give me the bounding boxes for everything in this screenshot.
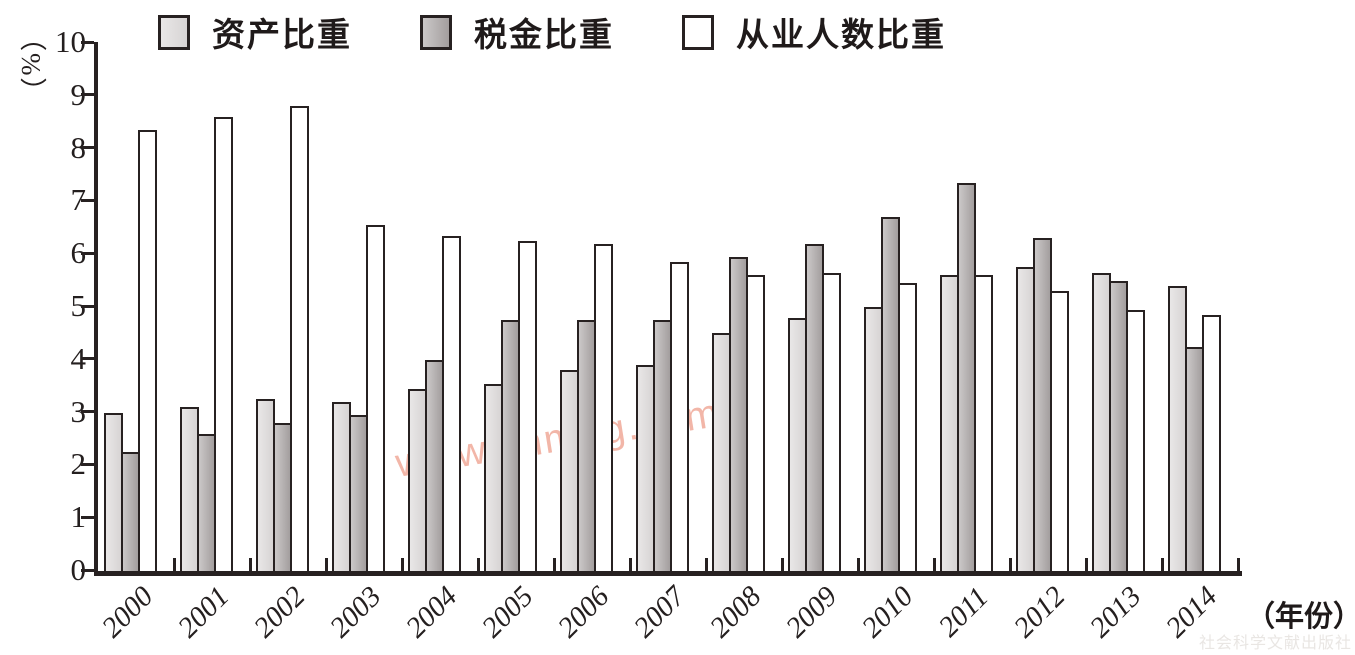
bar-2009-employment: [822, 273, 841, 571]
y-axis-tick: [81, 462, 94, 466]
x-axis-category-label-2002: 2002: [247, 580, 312, 644]
legend-label-employment: 从业人数比重: [736, 16, 946, 53]
x-axis-category-label-2007: 2007: [627, 580, 692, 644]
bar-group-2008: [706, 42, 782, 571]
x-axis-tick: [248, 558, 252, 571]
x-axis-category-label-2005: 2005: [475, 580, 540, 644]
y-axis-tick-label: 1: [70, 499, 87, 535]
x-axis-tick: [780, 558, 784, 571]
legend-item-employment: 从业人数比重: [682, 8, 946, 56]
x-axis-category-label-2011: 2011: [932, 581, 995, 644]
y-axis-tick-label: 8: [70, 129, 87, 165]
y-axis-tick-label: 9: [70, 76, 87, 112]
y-axis-tick-label: 6: [70, 235, 87, 271]
legend: 资产比重 税金比重 从业人数比重: [158, 8, 946, 56]
y-axis-tick: [81, 93, 94, 97]
bar-2012-employment: [1050, 291, 1069, 571]
y-axis-tick-label: 7: [70, 182, 87, 218]
publisher-watermark: 社会科学文献出版社: [1198, 635, 1352, 652]
x-axis-category-label-2013: 2013: [1083, 580, 1148, 644]
bar-2004-employment: [442, 236, 461, 571]
y-axis-tick-label: 0: [70, 552, 87, 587]
y-axis-tick: [81, 357, 94, 361]
legend-item-asset: 资产比重: [158, 8, 352, 56]
legend-swatch-tax: [420, 14, 452, 50]
bar-2014-employment: [1202, 315, 1221, 571]
legend-label-asset: 资产比重: [212, 16, 352, 53]
x-axis-category-label-2012: 2012: [1007, 580, 1072, 644]
y-axis-tick-label: 5: [70, 288, 87, 323]
x-axis-category-label-2003: 2003: [323, 580, 388, 644]
legend-item-tax: 税金比重: [420, 8, 614, 56]
y-axis-tick: [81, 568, 94, 572]
bar-2002-employment: [290, 106, 309, 571]
bar-group-2004: [402, 42, 478, 571]
y-axis-tick: [81, 251, 94, 255]
x-axis-category-label-2001: 2001: [171, 580, 236, 644]
bar-2008-employment: [746, 275, 765, 571]
x-axis-tick: [1084, 558, 1088, 571]
bar-group-2011: [934, 42, 1010, 571]
x-axis-category-label-2009: 2009: [779, 580, 844, 644]
bar-2013-employment: [1126, 310, 1145, 571]
y-axis-tick: [81, 410, 94, 414]
y-axis-unit-label: （%）: [16, 24, 46, 107]
x-axis-category-label-2006: 2006: [551, 580, 616, 644]
bar-group-2010: [858, 42, 934, 571]
bar-group-2009: [782, 42, 858, 571]
x-axis-tick: [856, 558, 860, 571]
x-axis-tick: [932, 558, 936, 571]
x-axis-tick: [476, 558, 480, 571]
bar-group-2005: [478, 42, 554, 571]
y-axis-tick: [81, 146, 94, 150]
bar-2005-employment: [518, 241, 537, 571]
y-axis-tick-label: 2: [70, 446, 87, 482]
y-axis-tick: [81, 40, 94, 44]
bar-group-2002: [250, 42, 326, 571]
bar-2003-employment: [366, 225, 385, 571]
y-axis-tick-label: 4: [70, 340, 87, 376]
bar-group-2000: [98, 42, 174, 571]
x-axis-tick: [628, 558, 632, 571]
x-axis-tick: [1008, 558, 1012, 571]
bar-2007-employment: [670, 262, 689, 571]
bar-group-2007: [630, 42, 706, 571]
x-axis-tick: [172, 558, 176, 571]
bar-group-2014: [1162, 42, 1238, 571]
x-axis-category-label-2008: 2008: [703, 580, 768, 644]
bar-2006-employment: [594, 244, 613, 571]
y-axis-tick: [81, 198, 94, 202]
legend-swatch-employment: [682, 14, 714, 50]
legend-label-tax: 税金比重: [474, 16, 614, 53]
y-axis-tick: [81, 304, 94, 308]
x-axis-tick: [324, 558, 328, 571]
y-axis-tick-label: 3: [70, 393, 87, 429]
x-axis-tick: [552, 558, 556, 571]
bar-group-2003: [326, 42, 402, 571]
x-axis-tick: [1236, 558, 1240, 571]
y-axis-tick-labels: 0 1 2 3 4 5 6 7 8 9 10: [0, 24, 87, 587]
x-axis-category-label-2010: 2010: [855, 580, 920, 644]
x-axis-tick: [704, 558, 708, 571]
bar-2000-employment: [138, 130, 157, 571]
bar-group-2006: [554, 42, 630, 571]
x-axis-tick: [1160, 558, 1164, 571]
bar-2001-employment: [214, 117, 233, 571]
bar-2010-employment: [898, 283, 917, 571]
legend-swatch-asset: [158, 14, 190, 50]
x-axis-unit-label: （年份）: [1246, 601, 1355, 633]
x-axis-category-label-2004: 2004: [399, 580, 464, 644]
x-axis-tick: [400, 558, 404, 571]
y-axis-tick: [81, 515, 94, 519]
x-axis-category-label-2000: 2000: [95, 580, 160, 644]
bar-2011-employment: [974, 275, 993, 571]
y-axis-tick-label: 10: [55, 24, 86, 59]
plot-area: www.cnmhg.com: [81, 40, 1242, 576]
bar-group-2013: [1086, 42, 1162, 571]
bar-group-2001: [174, 42, 250, 571]
bar-group-2012: [1010, 42, 1086, 571]
